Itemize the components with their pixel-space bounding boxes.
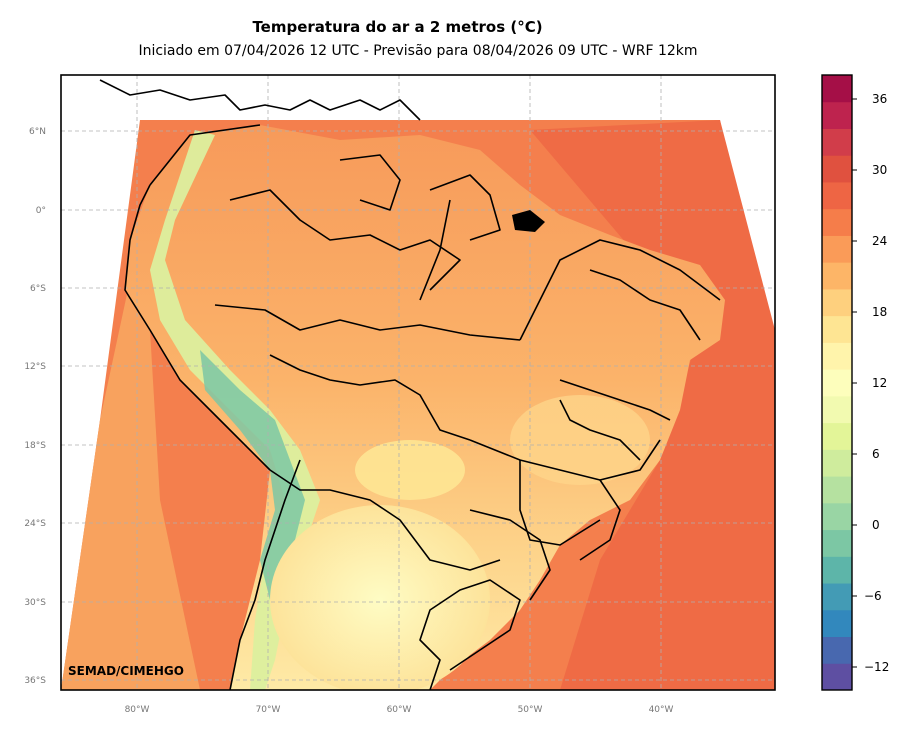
andes-cold-core [200,350,305,600]
colorbar-band [822,315,852,343]
warm-atlantic-region [530,120,775,690]
colorbar-tick-label: −12 [864,660,889,674]
central-plateau-cool [355,440,465,500]
colorbar-band [822,369,852,397]
gridlines [61,75,775,690]
colorbar-band [822,583,852,611]
southeast-plateau [510,395,650,485]
pacific-region [61,280,200,690]
colorbar-band [822,609,852,638]
colorbar-band [822,235,852,263]
colorbar-tick-label: 0 [872,518,880,532]
lon-tick: 60°W [387,705,412,715]
marajo-island [512,210,545,232]
colorbar-tick-label: −6 [864,589,882,603]
plot-frame [60,74,776,691]
map-title: Temperatura do ar a 2 metros (°C) [252,18,543,36]
lon-tick: 50°W [518,705,543,715]
colorbar-band [822,208,852,236]
lon-tick: 40°W [649,705,674,715]
lat-tick: 36°S [24,676,46,686]
colorbar-band [822,663,852,691]
lon-tick: 80°W [125,705,150,715]
colorbar-tick-label: 36 [872,92,887,106]
colorbar-band [822,101,852,129]
colorbar-tick-label: 12 [872,376,887,390]
lat-tick: 6°S [30,284,46,294]
lon-tick: 70°W [256,705,281,715]
political-borders [99,79,721,690]
lat-tick: 12°S [24,362,46,372]
colorbar [822,75,852,691]
colorbar-band [822,155,852,183]
colorbar-band [822,128,852,156]
colorbar-band [822,395,852,424]
colorbar-ticks: 36 30 24 18 12 6 0 −6 −12 [852,92,889,674]
lat-tick: 18°S [24,441,46,451]
southern-cool-plains [270,505,490,690]
lat-tick: 24°S [24,519,46,529]
colorbar-band [822,75,852,103]
colorbar-band [822,262,852,290]
colorbar-tick-label: 18 [872,305,887,319]
colorbar-band [822,502,852,531]
colorbar-band [822,288,852,317]
lat-tick: 30°S [24,598,46,608]
map-subtitle: Iniciado em 07/04/2026 12 UTC - Previsão… [138,43,698,59]
colorbar-band [822,636,852,664]
colorbar-tick-label: 24 [872,234,887,248]
colorbar-band [822,422,852,450]
lat-tick: 0° [36,206,46,216]
colorbar-band [822,342,852,370]
colorbar-band [822,529,852,557]
colorbar-tick-label: 6 [872,447,880,461]
colorbar-band [822,476,852,504]
lat-tick: 6°N [29,127,46,137]
lon-axis: 80°W 70°W 60°W 50°W 40°W [125,705,674,715]
colorbar-band [822,181,852,210]
temperature-field [61,75,775,690]
credit-label: SEMAD/CIMEHGO [68,664,184,678]
colorbar-tick-label: 30 [872,163,887,177]
colorbar-band [822,449,852,477]
colorbar-band [822,556,852,584]
lat-axis: 6°N 0° 6°S 12°S 18°S 24°S 30°S 36°S [24,127,46,686]
